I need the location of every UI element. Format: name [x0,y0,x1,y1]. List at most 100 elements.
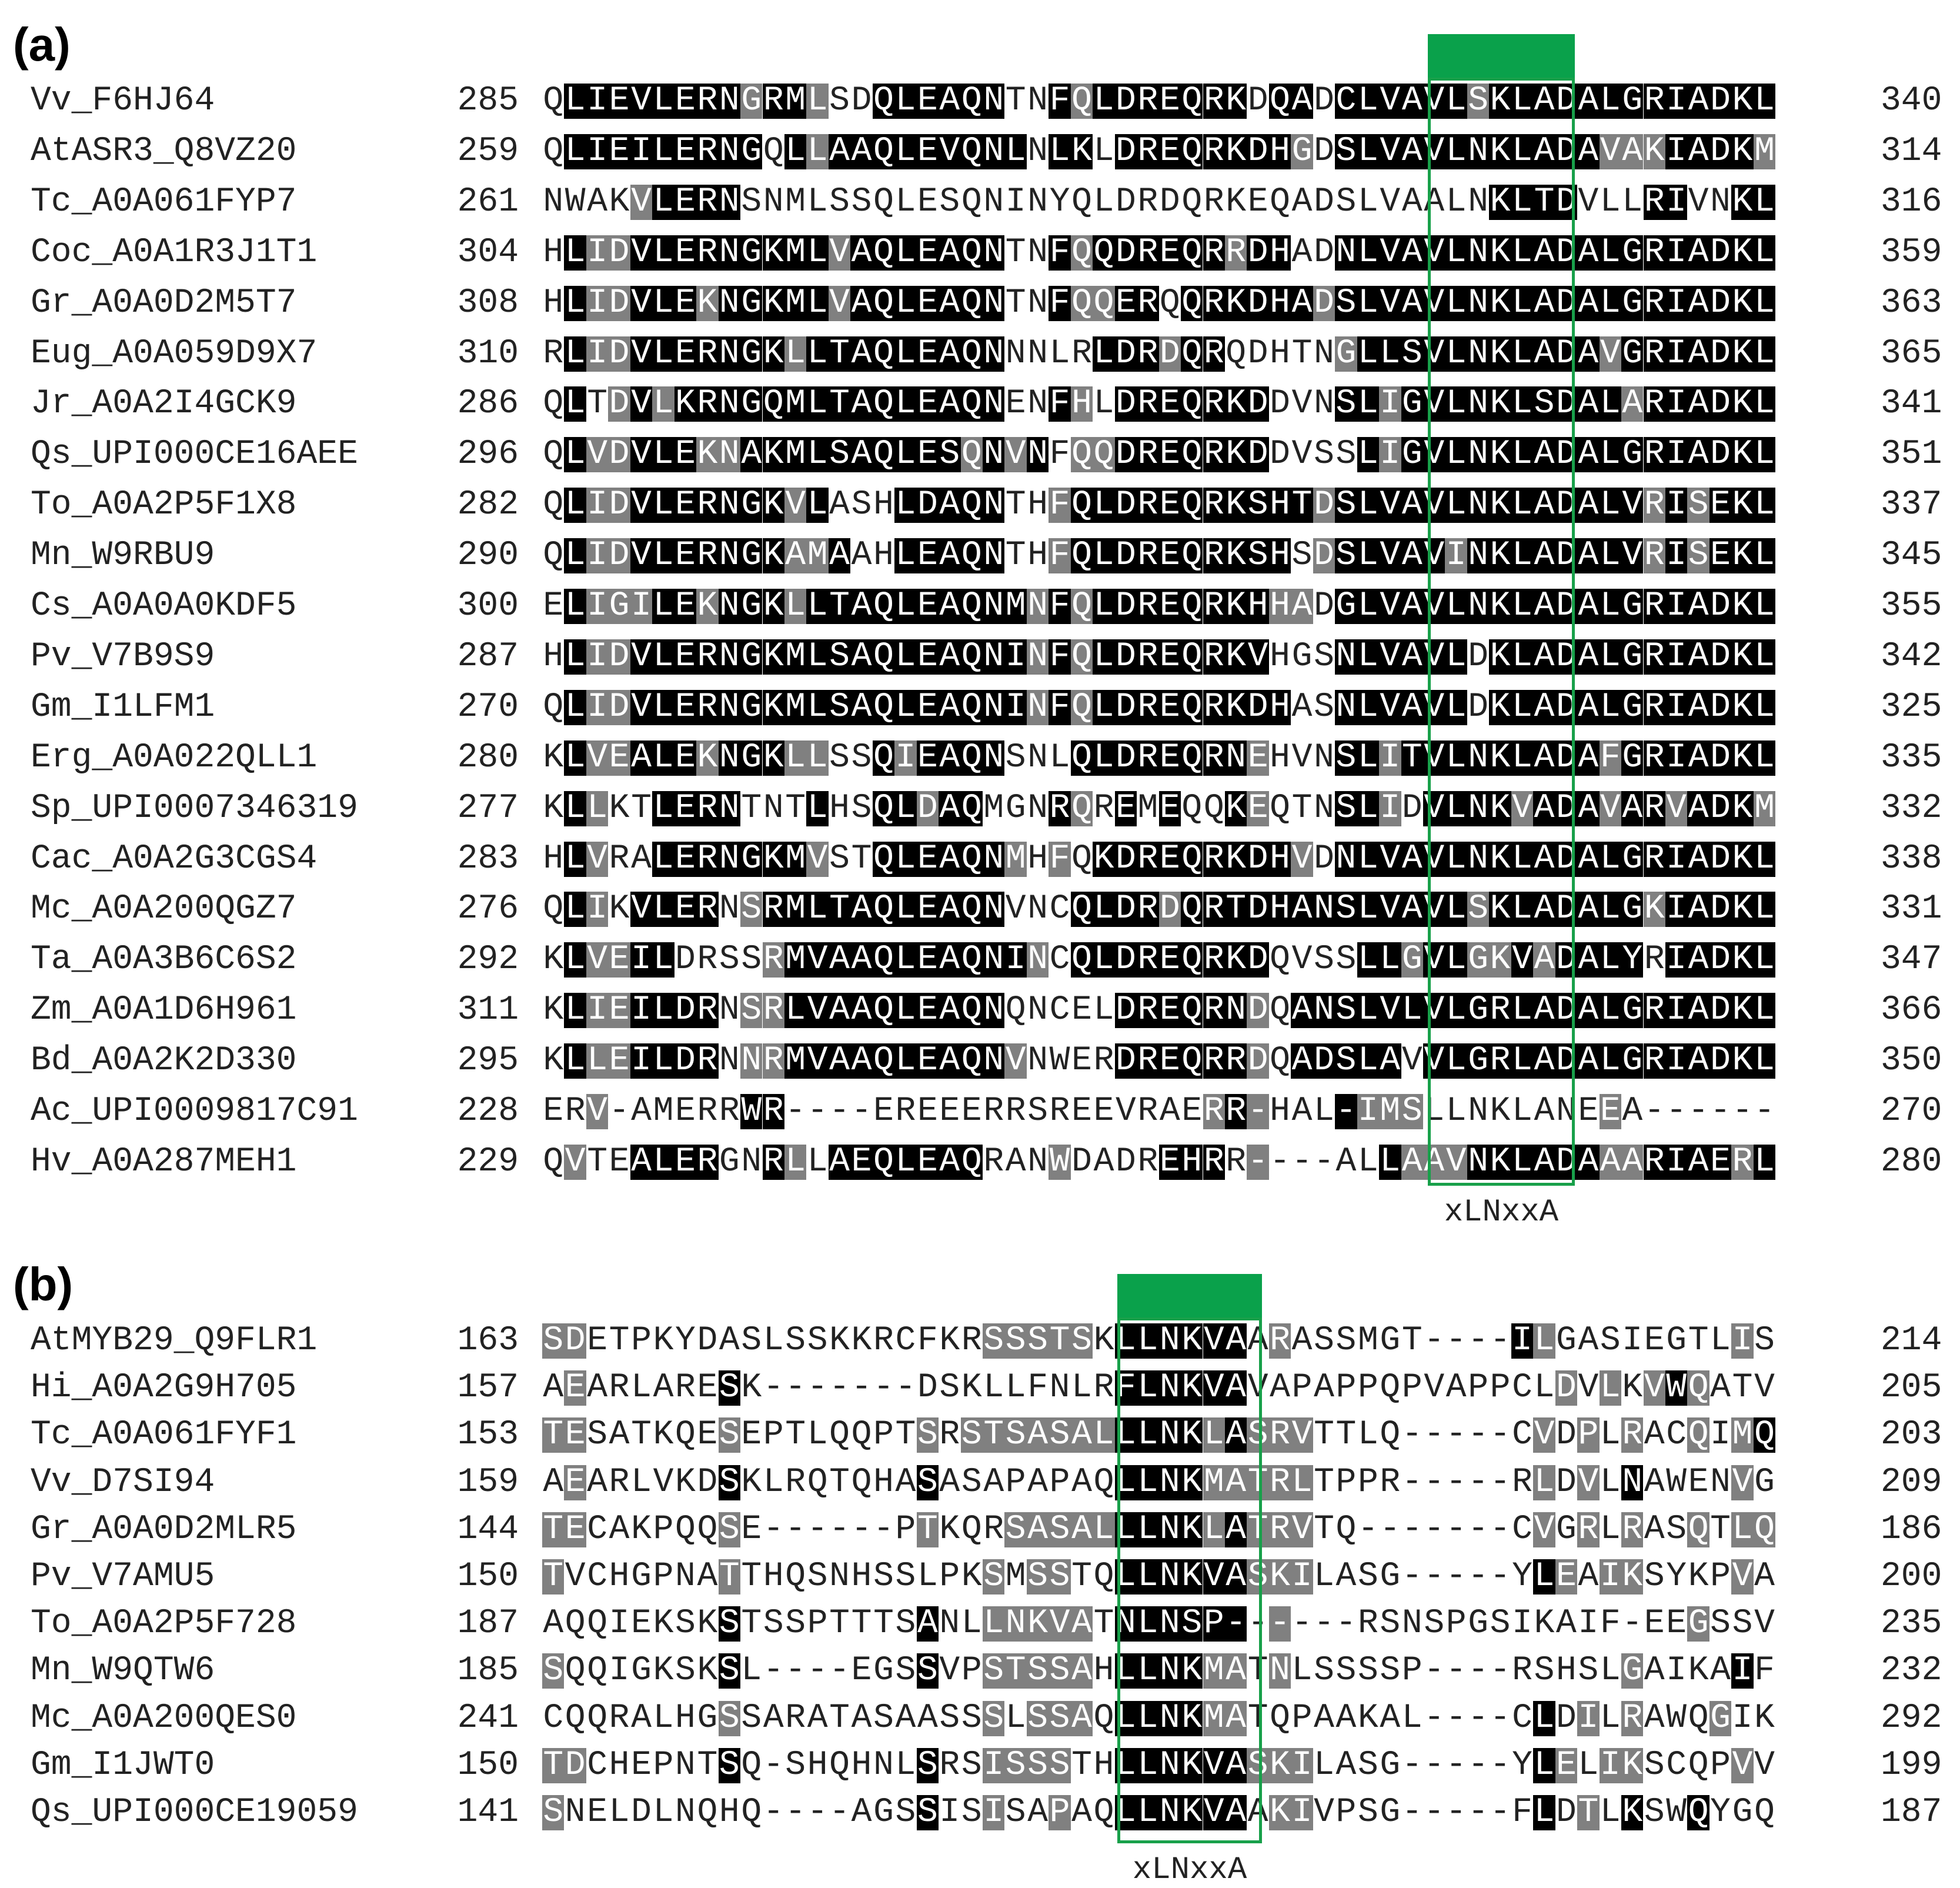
residue: L [564,536,586,575]
residue: E [543,1092,564,1130]
residue: S [1335,789,1357,828]
residue: E [850,1142,873,1181]
residue: Q [1093,283,1115,322]
residue: S [1335,486,1357,525]
residue: R [1203,82,1225,120]
residue: L [894,789,917,828]
residue: S [719,940,740,979]
residue: A [1577,890,1600,929]
residue: S [1490,1605,1511,1643]
residue: R [1731,1142,1754,1181]
sequence-start-position: 296 [457,435,519,474]
residue: L [1731,1510,1754,1549]
residue: D [1247,435,1269,474]
residue: E [674,82,697,120]
residue: - [873,1510,894,1549]
residue: Q [1203,789,1224,828]
residue: L [1357,587,1380,625]
residue: K [653,1322,674,1360]
panel-b-label: (b) [13,1258,74,1310]
residue: I [1665,587,1688,625]
residue: D [608,435,630,474]
residue: L [1291,1463,1313,1502]
residue: E [1158,688,1181,726]
residue: R [1137,486,1159,525]
residue: Q [1070,688,1093,726]
residue: T [1314,1416,1334,1455]
residue: E [1247,789,1269,828]
residue: E [674,688,697,726]
residue: A [1687,940,1709,979]
residue: S [741,1322,762,1360]
sequence-end-position: 342 [1881,637,1942,676]
residue: - [763,1652,784,1690]
residue: E [916,435,939,474]
residue: I [1665,82,1688,120]
residue: Q [543,890,564,929]
residue: K [1731,890,1754,929]
residue: M [653,1092,674,1130]
residue: - [829,1369,850,1407]
residue: Q [675,1416,696,1455]
residue: N [1467,334,1490,373]
residue: L [1599,839,1622,878]
residue: A [850,283,873,322]
residue: L [894,1042,917,1080]
sequence-name: Coc_A0A1R3J1T1 [31,233,318,272]
residue: D [1159,182,1180,221]
residue: T [829,1463,850,1502]
residue: M [784,82,807,120]
residue: L [1357,839,1380,878]
residue: A [1070,1652,1093,1690]
residue: E [1158,233,1181,272]
residue: L [1753,839,1776,878]
residue: L [1005,1369,1026,1407]
residue: K [543,738,564,777]
residue: D [608,688,630,726]
residue: Q [872,688,895,726]
residue: G [1621,688,1644,726]
residue: W [1665,1369,1688,1407]
residue: N [1468,182,1489,221]
residue: L [894,82,917,120]
residue: A [1291,1092,1313,1130]
residue: V [1599,789,1622,828]
residue: Q [565,1699,586,1737]
residue: G [740,587,763,625]
residue: R [983,1142,1004,1181]
residue: P [939,1557,960,1596]
residue: K [1489,839,1511,878]
residue: S [1401,334,1423,373]
residue: A [1401,839,1423,878]
residue: Q [1070,587,1093,625]
residue: A [1599,1142,1622,1181]
residue: M [784,940,807,979]
residue: N [1026,688,1049,726]
residue: G [1380,1793,1401,1832]
residue: I [1004,940,1027,979]
residue: E [697,1369,718,1407]
residue: T [1224,890,1247,929]
residue: F [1027,1369,1049,1407]
residue: A [1533,334,1555,373]
residue: K [1489,738,1511,777]
residue: - [1335,1605,1357,1643]
residue: K [1643,890,1665,929]
residue: E [1071,1042,1092,1080]
residue: A [1291,82,1313,120]
residue: N [1158,1510,1181,1549]
residue: V [806,991,829,1030]
residue: T [1247,1652,1268,1690]
residue: - [1247,1092,1269,1130]
residue: N [1027,890,1049,929]
residue: L [1445,688,1467,726]
residue: - [807,1092,828,1130]
residue: Q [851,1416,872,1455]
residue: C [1335,82,1357,120]
residue: A [1533,738,1555,777]
residue: N [1027,385,1049,423]
residue: S [1314,1652,1334,1690]
residue: N [1467,385,1490,423]
residue: N [1026,587,1049,625]
residue: A [1556,1605,1577,1643]
